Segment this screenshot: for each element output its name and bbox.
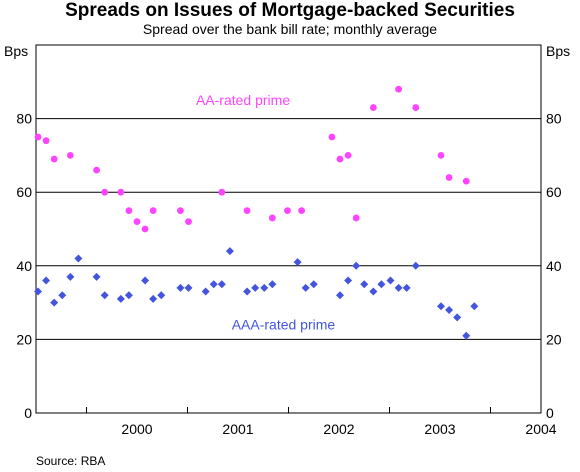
aaa-rated-prime-point-40 [470,302,479,311]
y-tick-left-40: 40 [16,258,32,274]
aa-rated-prime-point-1 [42,137,50,145]
chart-title: Spreads on Issues of Mortgage-backed Sec… [65,0,515,21]
aaa-rated-prime-point-31 [377,280,386,289]
aaa-rated-prime-point-37 [445,305,454,314]
aaa-rated-prime-point-22 [268,280,277,289]
aaa-rated-prime-point-7 [100,291,109,300]
aa-rated-prime-point-24 [412,104,420,111]
x-tick-label-2003: 2003 [424,421,455,437]
aaa-rated-prime-point-17 [217,280,226,289]
y-axis-label-right: Bps [546,43,570,59]
aaa-rated-prime-point-0 [34,287,43,296]
aaa-rated-prime-point-11 [149,294,158,303]
aa-rated-prime-point-15 [268,214,276,222]
aa-rated-prime-point-11 [177,207,184,215]
aaa-rated-prime-point-32 [386,276,395,285]
aa-rated-prime-point-3 [66,152,74,159]
y-tick-right-20: 20 [546,331,562,347]
aaa-rated-prime-point-25 [309,280,318,289]
aaa-rated-prime-point-27 [344,276,353,285]
aa-rated-prime-point-23 [395,85,402,93]
aa-rated-prime-point-0 [34,133,42,141]
aaa-rated-prime-point-35 [411,261,420,270]
aa-rated-prime-point-21 [352,214,360,222]
aa-rated-prime-point-12 [185,218,192,226]
y-tick-right-60: 60 [546,184,562,200]
aa-rated-prime-point-4 [93,166,100,174]
aa-rated-prime-series-label: AA-rated prime [196,92,290,108]
aaa-rated-prime-point-10 [141,276,150,285]
aa-rated-prime-point-17 [298,207,306,215]
aaa-rated-prime-point-18 [225,247,234,256]
aa-rated-prime-point-25 [437,152,445,159]
y-tick-left-60: 60 [16,184,32,200]
x-tick-label-2001: 2001 [222,421,253,437]
aa-rated-prime-point-16 [284,207,291,215]
aaa-rated-prime-point-30 [369,287,378,296]
aa-rated-prime-point-22 [369,104,377,111]
aaa-rated-prime-point-14 [184,283,193,292]
aa-rated-prime-point-20 [344,152,352,159]
aaa-rated-prime-point-28 [352,261,361,270]
aaa-rated-prime-point-1 [42,276,51,285]
x-tick-label-2004: 2004 [525,421,556,437]
aa-rated-prime-point-19 [336,155,344,163]
aaa-rated-prime-point-13 [176,283,185,292]
aaa-rated-prime-point-34 [402,283,411,292]
y-tick-left-20: 20 [16,331,32,347]
aaa-rated-prime-point-12 [157,291,166,300]
aaa-rated-prime-point-26 [336,291,345,300]
aaa-rated-prime-point-20 [251,283,260,292]
aaa-rated-prime-point-9 [124,291,133,300]
y-tick-right-40: 40 [546,258,562,274]
aa-rated-prime-point-27 [462,177,470,185]
aa-rated-prime-point-9 [141,225,149,233]
aaa-rated-prime-point-2 [50,298,59,307]
aaa-rated-prime-point-36 [437,302,446,311]
aa-rated-prime-point-2 [50,155,58,163]
aa-rated-prime-point-6 [117,188,125,196]
aaa-rated-prime-point-24 [301,283,310,292]
aa-rated-prime-point-13 [218,188,226,196]
aaa-rated-prime-point-21 [260,283,269,292]
aaa-rated-prime-point-23 [293,258,302,267]
aaa-rated-prime-series-label: AAA-rated prime [232,317,336,333]
aaa-rated-prime-point-19 [243,287,252,296]
aaa-rated-prime-point-38 [453,313,462,322]
aaa-rated-prime-point-39 [462,331,471,340]
aaa-rated-prime-point-33 [394,283,403,292]
chart-source: Source: RBA [36,454,106,468]
aa-rated-prime-point-5 [101,188,109,196]
aa-rated-prime-point-7 [125,207,133,215]
aaa-rated-prime-point-15 [201,287,210,296]
y-axis-label-left: Bps [4,43,28,59]
aaa-rated-prime-point-29 [360,280,369,289]
y-tick-right-80: 80 [546,111,562,127]
aa-rated-prime-point-26 [445,174,453,181]
aa-rated-prime-point-10 [149,207,157,215]
y-tick-left-0: 0 [24,405,32,421]
aaa-rated-prime-point-6 [92,272,101,281]
chart-subtitle: Spread over the bank bill rate; monthly … [142,21,438,37]
x-tick-label-2000: 2000 [121,421,152,437]
aa-rated-prime-point-14 [243,207,251,215]
y-tick-left-80: 80 [16,111,32,127]
y-tick-right-0: 0 [546,405,554,421]
aaa-rated-prime-point-8 [116,294,125,303]
aa-rated-prime-point-8 [133,218,141,226]
aa-rated-prime-point-18 [328,133,336,141]
aaa-rated-prime-point-4 [66,272,75,281]
x-tick-label-2002: 2002 [323,421,354,437]
aaa-rated-prime-point-5 [74,254,83,263]
aaa-rated-prime-point-3 [58,291,67,300]
aaa-rated-prime-point-16 [209,280,218,289]
